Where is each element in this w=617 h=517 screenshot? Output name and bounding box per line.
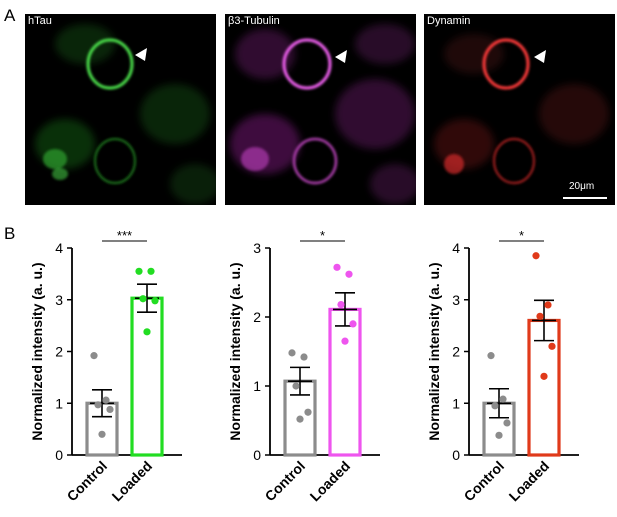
y-tick-label: 1 [253, 378, 261, 394]
micrograph-label: β3-Tubulin [228, 15, 280, 27]
scale-bar [563, 197, 607, 199]
x-tick-label: Control [461, 458, 508, 505]
y-tick-label: 3 [452, 292, 460, 308]
data-point [503, 419, 511, 427]
data-point [548, 342, 556, 350]
x-tick-label: Loaded [506, 458, 553, 505]
significance-label: *** [117, 228, 132, 243]
y-tick-label: 1 [452, 395, 460, 411]
data-point [288, 349, 296, 357]
data-point [300, 353, 308, 361]
data-point [532, 252, 540, 260]
data-point [90, 352, 98, 360]
y-tick-label: 0 [253, 447, 261, 463]
panel-b-label: B [4, 224, 16, 243]
y-tick-label: 2 [253, 309, 261, 325]
micrograph-label: hTau [28, 15, 52, 27]
data-point [349, 320, 357, 328]
x-tick-label: Loaded [307, 458, 354, 505]
data-point [499, 395, 507, 403]
arrowhead-icon [534, 50, 546, 63]
micrograph-label: Dynamin [427, 15, 471, 27]
panel-a-label: A [4, 6, 16, 25]
bar [328, 307, 362, 457]
micrograph-b3-tubulin: β3-Tubulin [225, 14, 416, 205]
data-point [487, 352, 495, 360]
significance-label: * [519, 228, 524, 243]
y-axis-label: Normalized intensity (a. u.) [29, 262, 45, 440]
data-point [106, 405, 114, 414]
data-point [94, 401, 102, 409]
data-point [98, 430, 106, 438]
y-tick-label: 1 [55, 395, 63, 411]
x-tick-label: Control [64, 458, 111, 505]
data-point [151, 297, 159, 305]
x-tick-label: Loaded [109, 458, 156, 505]
data-point [143, 328, 151, 336]
data-point [333, 263, 341, 271]
y-tick-label: 0 [452, 447, 460, 463]
bar [130, 296, 164, 457]
y-tick-label: 3 [55, 292, 63, 308]
bar-charts: 0 1 2 3 4 Normalized intensity (a. u.) Control… [29, 228, 579, 505]
micrograph-htau: hTau [25, 14, 216, 205]
data-point [341, 337, 349, 345]
data-point [292, 382, 300, 390]
y-axis-label: Normalized intensity (a. u.) [227, 262, 243, 440]
y-tick-label: 3 [253, 240, 261, 256]
arrowhead-icon [335, 50, 347, 63]
micrograph-image [35, 24, 216, 204]
micrograph-image [230, 24, 416, 204]
data-point [304, 408, 312, 416]
y-tick-label: 2 [55, 344, 63, 360]
data-point [296, 415, 304, 423]
y-tick-label: 0 [55, 447, 63, 463]
x-tick-label: Control [262, 458, 309, 505]
data-point [147, 267, 155, 275]
scale-bar-label: 20μm [569, 181, 595, 192]
y-tick-label: 4 [452, 240, 460, 256]
data-point [544, 301, 552, 309]
data-point [102, 396, 110, 404]
arrowhead-icon [135, 48, 147, 61]
data-point [540, 372, 548, 380]
data-point [139, 295, 147, 303]
data-point [495, 431, 503, 439]
data-point [491, 402, 499, 410]
y-tick-label: 2 [452, 344, 460, 360]
data-point [337, 300, 345, 309]
y-tick-label: 4 [55, 240, 63, 256]
micrograph-dynamin: Dynamin 20μm [424, 14, 615, 205]
data-point [135, 267, 143, 275]
y-axis-label: Normalized intensity (a. u.) [426, 262, 442, 440]
micrograph-image [434, 34, 609, 199]
data-point [345, 270, 353, 278]
significance-label: * [320, 228, 325, 243]
data-point [536, 312, 544, 320]
